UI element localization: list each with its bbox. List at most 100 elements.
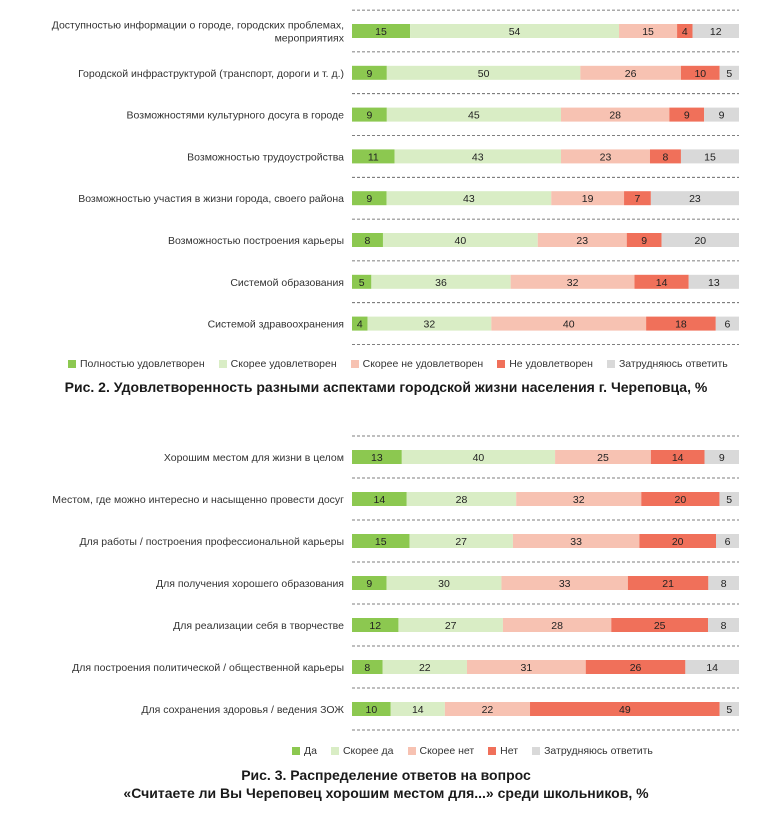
legend-label: Затрудняюсь ответить: [544, 745, 653, 757]
bar-segment: [409, 534, 513, 548]
category-label: Возможностью трудоустройства: [187, 151, 344, 163]
bar-segment: [580, 65, 681, 80]
bar-segment: [634, 274, 689, 289]
figure-schoolchildren: Хорошим местом для жизни в целом 13 40 25 14…: [0, 420, 772, 820]
data-label: 28: [609, 110, 621, 122]
category-label: мероприятиях: [275, 33, 345, 45]
bar-segment: [352, 107, 387, 122]
bar-segment: [650, 191, 739, 206]
data-label: 9: [366, 578, 372, 590]
bar-segment: [646, 316, 716, 331]
data-label: 40: [473, 452, 485, 464]
data-label: 9: [719, 110, 725, 122]
legend-label: Нет: [500, 745, 519, 757]
bar-segment: [386, 107, 561, 122]
legend-label: Затрудняюсь ответить: [618, 358, 728, 370]
data-label: 11: [368, 151, 379, 163]
category-label: Возможностями культурного досуга в город…: [127, 110, 345, 122]
legend-label: Скорее удовлетворен: [230, 358, 337, 370]
data-label: 32: [424, 319, 436, 331]
bar-segment: [466, 660, 586, 674]
data-label: 4: [357, 319, 363, 331]
bar-segment: [719, 492, 739, 506]
data-label: 13: [371, 452, 383, 464]
bar-segment: [649, 149, 681, 164]
data-label: 32: [567, 277, 579, 289]
bar-segment: [530, 702, 720, 716]
data-label: 43: [463, 193, 475, 205]
data-label: 19: [582, 193, 594, 205]
data-label: 43: [472, 151, 484, 163]
data-label: 32: [573, 494, 585, 506]
data-label: 49: [619, 704, 631, 716]
data-label: 10: [366, 704, 378, 716]
legend-item: Скорее не удовлетворен: [350, 358, 483, 370]
bar-segment: [650, 450, 705, 464]
data-label: 25: [654, 620, 666, 632]
legend-item: Затрудняюсь ответить: [532, 745, 653, 757]
bar-segment: [367, 316, 492, 331]
data-label: 12: [369, 620, 381, 632]
data-label: 22: [419, 662, 431, 674]
legend-item: Не удовлетворен: [497, 358, 593, 370]
data-label: 9: [366, 193, 372, 205]
bar-segment: [386, 576, 502, 590]
bar-segment: [352, 149, 395, 164]
bar-segment: [352, 576, 387, 590]
data-label: 45: [468, 110, 480, 122]
bar-segment: [352, 492, 407, 506]
category-label: Для работы / построения профессиональной…: [79, 536, 344, 548]
category-label: Доступностью информации о городе, городс…: [52, 20, 344, 32]
data-label: 8: [721, 578, 727, 590]
data-label: 8: [721, 620, 727, 632]
data-label: 9: [719, 452, 725, 464]
bar-segment: [661, 233, 739, 247]
legend-swatch: [488, 747, 497, 755]
data-label: 18: [675, 319, 687, 331]
data-label: 33: [559, 578, 571, 590]
data-label: 21: [662, 578, 674, 590]
bar-segment: [398, 618, 503, 632]
figure-satisfaction: Доступностью информации о городе, городс…: [52, 9, 739, 395]
category-label: Для сохранения здоровья / ведения ЗОЖ: [141, 704, 344, 716]
bar-segment: [626, 233, 662, 247]
data-label: 9: [684, 110, 690, 122]
data-label: 13: [708, 277, 720, 289]
bar-segment: [669, 107, 705, 122]
bar-segment: [716, 534, 739, 548]
data-label: 10: [694, 68, 706, 80]
category-label: Для построения политической / общественн…: [72, 662, 344, 674]
bar-segment: [502, 618, 612, 632]
bar-segment: [627, 576, 709, 590]
data-label: 7: [635, 193, 641, 205]
bar-segment: [560, 107, 670, 122]
bar-segment: [685, 660, 739, 674]
data-label: 54: [509, 26, 521, 38]
legend-swatch: [330, 747, 339, 755]
bar-segment: [704, 107, 739, 122]
figure-caption-line1: Рис. 3. Распределение ответов на вопрос: [241, 767, 531, 783]
category-label: Городской инфраструктурой (транспорт, до…: [78, 68, 344, 80]
figure-caption-line2: «Считаете ли Вы Череповец хорошим местом…: [123, 785, 649, 801]
bar-segment: [641, 492, 720, 506]
bar-segment: [555, 450, 651, 464]
data-label: 28: [551, 620, 563, 632]
bar-segment: [551, 191, 625, 206]
bar-segment: [410, 24, 620, 38]
legend-swatch: [68, 360, 76, 368]
data-label: 23: [600, 151, 612, 163]
data-label: 15: [375, 536, 387, 548]
data-label: 15: [642, 26, 654, 38]
legend-schoolchildren: Да Скорее да Скорее нет Нет Затрудняюсь …: [292, 745, 653, 757]
legend-satisfaction: Полностью удовлетворен Скорее удовлетвор…: [68, 358, 728, 370]
bar-segment: [371, 274, 511, 289]
data-label: 20: [694, 235, 706, 247]
bar-segment: [352, 660, 383, 674]
legend-swatch: [497, 360, 506, 368]
category-label: Возможностью участия в жизни города, сво…: [78, 193, 344, 205]
bar-segment: [352, 702, 391, 716]
data-label: 30: [438, 578, 450, 590]
data-label: 6: [725, 536, 731, 548]
bar-segment: [390, 702, 445, 716]
data-label: 22: [482, 704, 494, 716]
